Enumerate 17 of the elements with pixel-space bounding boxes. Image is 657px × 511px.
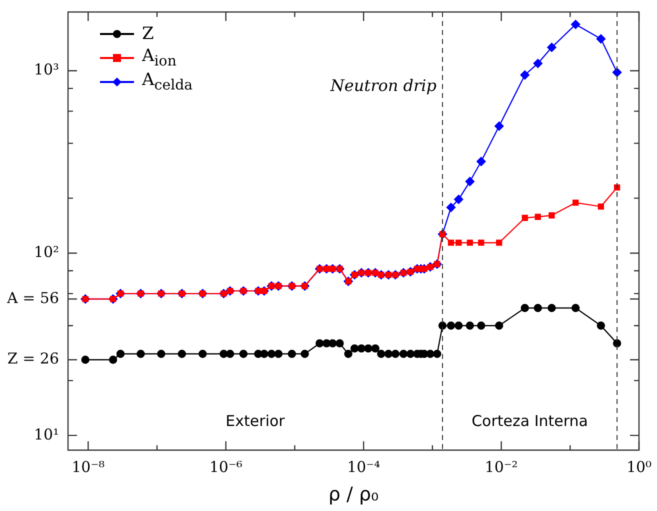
y-tick-label: Z = 26 [7, 350, 60, 368]
x-tick-label: 10⁻⁶ [209, 458, 242, 476]
x-tick-label: 10⁻⁸ [72, 458, 105, 476]
ref-line-label: Neutron drip [329, 76, 436, 96]
y-tick-label: 10² [34, 242, 60, 261]
x-tick-label: 10⁻⁴ [347, 458, 380, 476]
y-tick-label: A = 56 [6, 288, 60, 307]
annotation: Corteza Interna [472, 412, 588, 430]
x-tick-label: 10⁰ [626, 458, 652, 476]
x-axis-title: ρ / ρ₀ [328, 484, 379, 506]
y-tick-label: 10¹ [34, 425, 60, 444]
legend-label: Z [142, 24, 154, 44]
annotation: Exterior [226, 412, 286, 430]
legend-label: A$_{ion}$ [142, 46, 176, 70]
y-tick-label: 10³ [34, 60, 60, 79]
legend-label: A$_{celda}$ [142, 70, 193, 94]
x-tick-label: 10⁻² [484, 458, 518, 476]
